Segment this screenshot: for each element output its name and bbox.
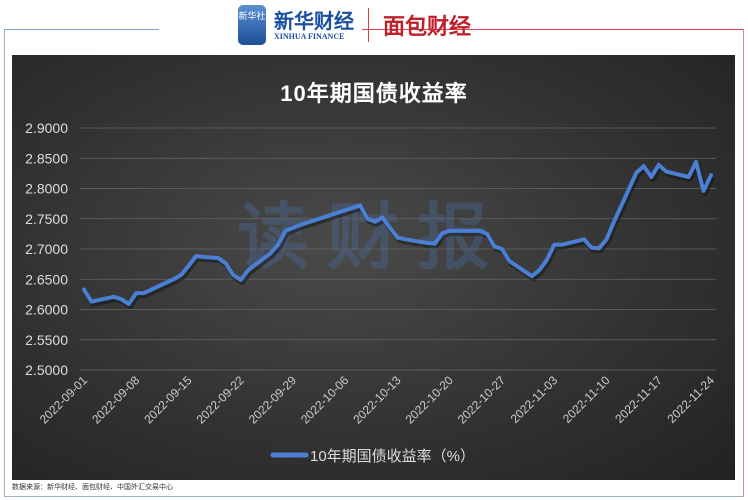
- xinhua-badge-logo: 新华社: [238, 5, 266, 45]
- chart-card: [12, 55, 735, 480]
- y-tick-label: 2.8000: [25, 181, 68, 197]
- header-logo: 新华社 新华财经 XINHUA FINANCE 面包财经: [238, 5, 471, 45]
- chart-title: 10年期国债收益率: [280, 81, 468, 106]
- xinhua-finance-logo: 新华财经: [274, 8, 354, 33]
- frame-line-left: [4, 29, 159, 30]
- x-tick-label: 2022-09-22: [194, 373, 248, 427]
- y-tick-label: 2.5500: [25, 332, 68, 348]
- x-tick-label: 2022-09-15: [141, 373, 195, 427]
- mianbao-logo: 面包财经: [383, 14, 472, 39]
- logo-divider: [368, 8, 369, 42]
- x-tick-label: 2022-10-13: [350, 373, 404, 427]
- y-tick-label: 2.6000: [25, 302, 68, 318]
- xinhua-finance-en: XINHUA FINANCE: [274, 31, 345, 41]
- x-tick-label: 2022-10-20: [403, 373, 457, 427]
- series-line: [82, 159, 713, 307]
- x-tick-label: 2022-09-01: [37, 373, 91, 427]
- y-tick-label: 2.5000: [25, 362, 68, 378]
- watermark: 读财报: [237, 198, 507, 278]
- x-tick-label: 2022-11-24: [664, 373, 717, 426]
- frame: [4, 29, 744, 497]
- x-tick-label: 2022-09-29: [246, 373, 300, 427]
- series-shadow: [83, 161, 715, 310]
- x-tick-label: 2022-11-10: [560, 373, 613, 426]
- x-tick-label: 2022-10-27: [455, 373, 509, 427]
- y-tick-label: 2.8500: [25, 150, 68, 166]
- y-tick-label: 2.7000: [25, 241, 68, 257]
- legend-label: 10年期国债收益率（%）: [310, 448, 475, 465]
- data-source: 数据来源：新华财经、面包财经、中国外汇交易中心: [12, 483, 173, 491]
- x-tick-label: 2022-10-06: [298, 373, 352, 427]
- frame-line-right: [362, 29, 743, 30]
- y-tick-label: 2.6500: [25, 271, 68, 287]
- y-tick-label: 2.7500: [25, 211, 68, 227]
- x-tick-label: 2022-09-08: [89, 373, 143, 427]
- y-tick-label: 2.9000: [25, 120, 68, 136]
- x-tick-label: 2022-11-03: [508, 373, 561, 426]
- x-tick-label: 2022-11-17: [612, 373, 665, 426]
